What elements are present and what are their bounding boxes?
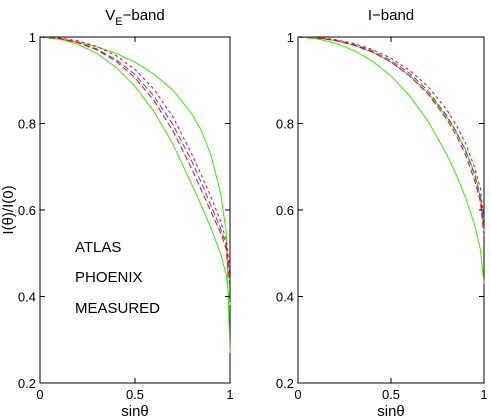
x-tick-label: 0.5 (382, 387, 400, 402)
y-tick-label: 0.4 (276, 290, 294, 305)
x-tick-label: 1 (480, 387, 487, 402)
legend-label-atlas: ATLAS (75, 239, 121, 256)
y-tick-label: 0.8 (276, 117, 294, 132)
y-tick-label: 0.6 (276, 203, 294, 218)
y-tick-label: 0.2 (276, 376, 294, 391)
plot-frame (39, 36, 231, 384)
series-line-measured-1 (39, 36, 231, 306)
panel-ve-band: 0 0.5 1 0.2 0.4 0.6 0.8 1 VE−band sinθ I(θ)/I(0… (0, 7, 234, 420)
chart-title: VE−band (105, 7, 165, 28)
x-tick-label: 1 (226, 387, 233, 402)
panel-i-band: 0 0.5 1 0.2 0.4 0.6 0.8 1 I−band sinθ (276, 7, 488, 420)
title-subscript: E (115, 16, 122, 28)
series-line-measured-0 (297, 36, 485, 284)
x-tick-label: 0.5 (126, 387, 144, 402)
plot-frame (297, 36, 485, 384)
y-tick-label: 0.8 (18, 117, 36, 132)
y-tick-label: 1 (29, 30, 36, 45)
series-layer (39, 36, 231, 353)
y-tick-label: 0.4 (18, 290, 36, 305)
y-tick-label: 0.2 (18, 376, 36, 391)
series-line-phoenix-4 (39, 36, 231, 271)
legend: ATLAS PHOENIX MEASURED (75, 239, 160, 317)
series-layer (297, 36, 485, 284)
y-tick-label: 0.6 (18, 203, 36, 218)
series-line-phoenix-3 (297, 36, 485, 237)
ticks-layer: 0 0.5 1 0.2 0.4 0.6 0.8 1 (18, 30, 234, 402)
title-main: V (105, 7, 115, 24)
legend-label-measured: MEASURED (75, 300, 160, 317)
ticks-layer: 0 0.5 1 0.2 0.4 0.6 0.8 1 (276, 30, 488, 402)
title-rest: −band (123, 7, 165, 24)
y-axis-label: I(θ)/I(0) (0, 185, 17, 234)
x-tick-label: 0 (36, 387, 43, 402)
x-axis-label: sinθ (377, 403, 405, 420)
x-axis-label: sinθ (121, 403, 149, 420)
x-tick-label: 0 (294, 387, 301, 402)
chart-title: I−band (368, 7, 414, 24)
legend-label-phoenix: PHOENIX (75, 269, 143, 286)
series-line-phoenix-3 (39, 36, 231, 288)
series-line-atlas-2 (297, 36, 485, 228)
y-tick-label: 1 (287, 30, 294, 45)
